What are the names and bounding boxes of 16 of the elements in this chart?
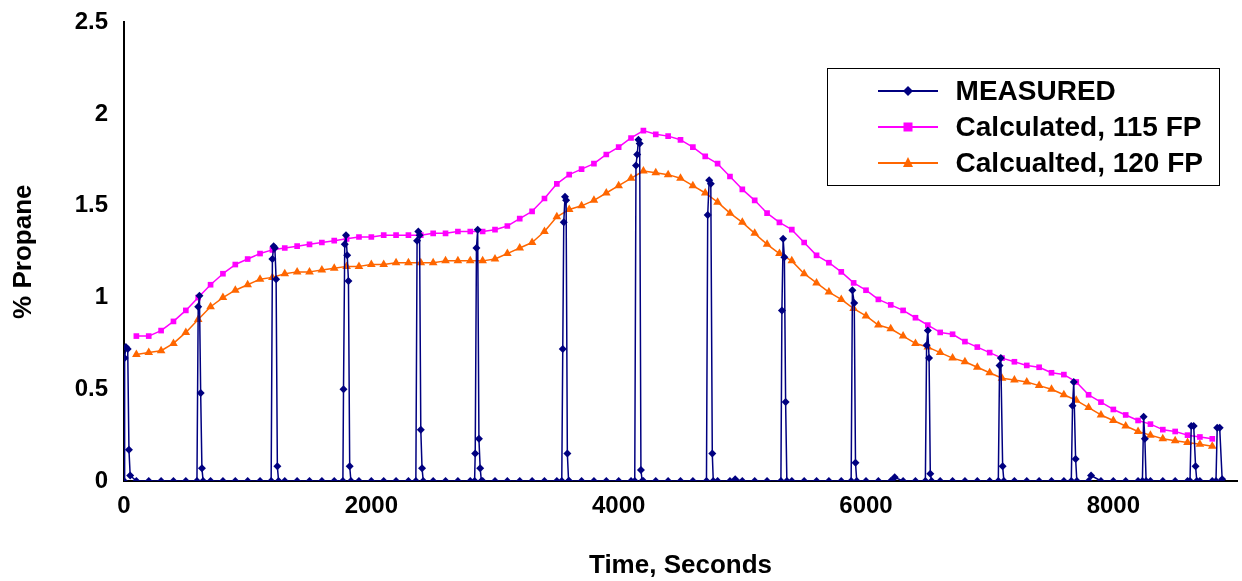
legend-label: MEASURED [955, 74, 1116, 108]
x-tick-label: 4000 [591, 491, 646, 519]
y-tick-label: 2.5 [74, 7, 108, 35]
y-tick-label: 0.5 [74, 373, 108, 401]
y-tick-label: 1.5 [74, 190, 108, 218]
legend-label: Calcualted, 120 FP [955, 146, 1203, 180]
y-tick-label: 2 [94, 98, 108, 126]
x-axis-title: Time, Seconds [588, 548, 773, 579]
y-tick-label: 0 [94, 465, 108, 493]
y-axis-title: % Propane [6, 184, 37, 319]
x-tick-label: 8000 [1086, 491, 1141, 519]
x-tick-label: 0 [117, 491, 131, 519]
y-tick-label: 1 [94, 282, 108, 310]
x-tick-label: 2000 [344, 491, 399, 519]
legend-label: Calculated, 115 FP [955, 110, 1202, 144]
x-tick-label: 6000 [839, 491, 893, 519]
